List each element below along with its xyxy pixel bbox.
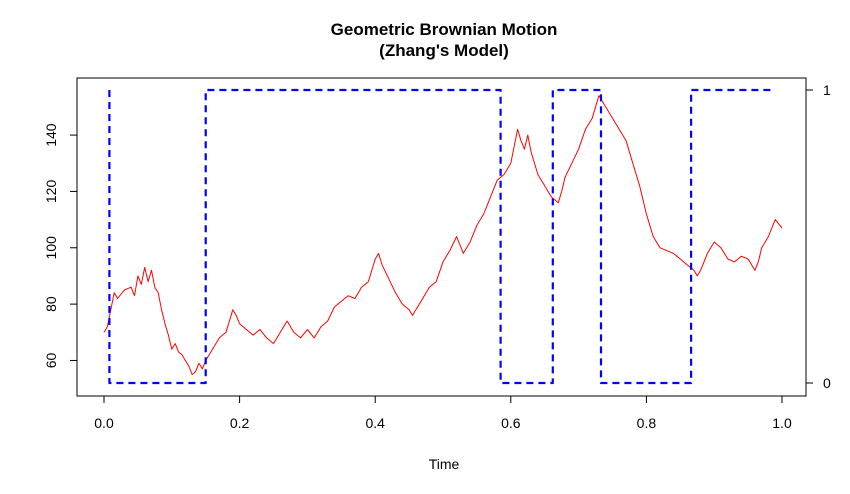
x-tick-label: 0.4 — [365, 415, 385, 431]
x-axis-label: Time — [429, 456, 460, 472]
y-axis-left: 60 80 100 120 140 — [43, 123, 78, 368]
y-tick-label: 80 — [43, 296, 59, 312]
plot-frame — [76, 77, 807, 397]
y-axis-right: 01 — [805, 82, 831, 391]
x-axis: 0.0 0.2 0.4 0.6 0.8 1.0 — [94, 395, 792, 431]
chart-subtitle: (Zhang's Model) — [379, 41, 509, 60]
y2-tick-label: 1 — [823, 82, 831, 98]
x-tick-label: 0.2 — [230, 415, 250, 431]
x-tick-label: 0.8 — [637, 415, 657, 431]
y-tick-label: 100 — [43, 236, 59, 260]
x-tick-label: 0.0 — [94, 415, 114, 431]
y-tick-label: 60 — [43, 352, 59, 368]
x-tick-label: 1.0 — [772, 415, 792, 431]
y-tick-label: 140 — [43, 123, 59, 147]
chart-title: Geometric Brownian Motion — [331, 20, 558, 39]
y2-tick-label: 0 — [823, 375, 831, 391]
series-layer — [103, 88, 783, 385]
x-tick-label: 0.6 — [501, 415, 521, 431]
y-tick-label: 120 — [43, 180, 59, 204]
price-path-line — [103, 95, 783, 375]
regime-indicator-line — [108, 88, 776, 385]
